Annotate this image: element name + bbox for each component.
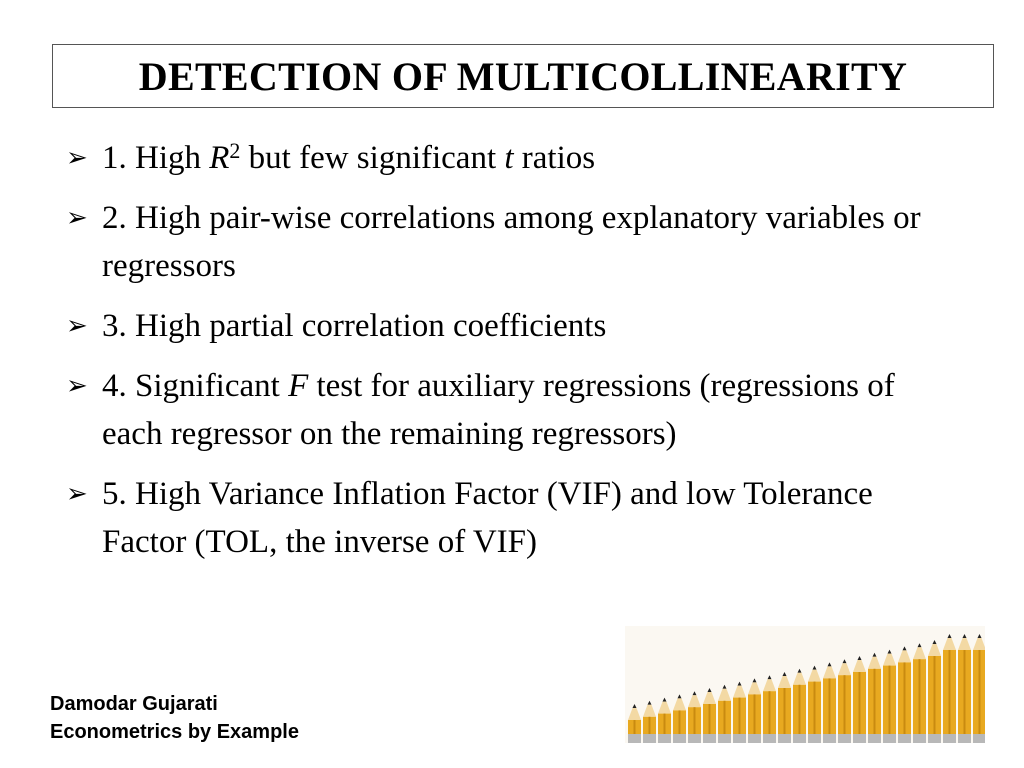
pencil <box>703 688 716 743</box>
bullet-text: ratios <box>513 140 596 176</box>
pencil <box>628 704 641 743</box>
author-credit: Damodar Gujarati Econometrics by Example <box>50 690 299 746</box>
pencil <box>643 700 656 743</box>
pencil <box>778 672 791 743</box>
bullet-text: t <box>504 140 514 176</box>
bullet-text: 4. Significant <box>102 368 289 404</box>
bullet-text: 5. High Variance Inflation Factor (VIF) … <box>102 476 873 560</box>
bullet-item: ➢ 5. High Variance Inflation Factor (VIF)… <box>62 470 962 566</box>
bullet-text: 2 <box>229 138 241 163</box>
pencil <box>913 643 926 743</box>
pencil <box>853 656 866 743</box>
pencil <box>763 675 776 743</box>
pencil <box>793 668 806 743</box>
slide-title-box: DETECTION OF MULTICOLLINEARITY <box>52 44 994 108</box>
bullet-text: 3. High partial correlation coefficients <box>102 308 607 344</box>
bullet-text: 1. High <box>102 140 210 176</box>
pencil-bar-chart-image <box>625 626 985 743</box>
bullet-item: ➢ 1. High R2 but few significant t ratios <box>62 134 962 182</box>
pencil <box>958 634 971 743</box>
pencil <box>898 646 911 743</box>
bullet-text: R <box>209 140 230 176</box>
bullet-list: ➢ 1. High R2 but few significant t ratios… <box>62 134 962 578</box>
arrow-bullet-icon: ➢ <box>66 479 88 509</box>
pencil <box>748 678 761 743</box>
bullet-item: ➢ 3. High partial correlation coefficient… <box>62 302 962 350</box>
book-title: Econometrics by Example <box>50 721 299 743</box>
author-name: Damodar Gujarati <box>50 693 218 715</box>
pencil <box>943 634 956 743</box>
pencil <box>733 681 746 743</box>
pencil <box>718 684 731 743</box>
arrow-bullet-icon: ➢ <box>66 311 88 341</box>
pencil <box>868 652 881 743</box>
bullet-text: 2. High pair-wise correlations among exp… <box>102 200 921 284</box>
bullet-item: ➢ 2. High pair-wise correlations among ex… <box>62 194 962 290</box>
pencil <box>823 662 836 743</box>
bullet-text: but few significant <box>240 140 505 176</box>
pencil <box>973 634 985 743</box>
pencil <box>883 649 896 743</box>
pencil <box>838 659 851 743</box>
arrow-bullet-icon: ➢ <box>66 371 88 401</box>
pencil <box>673 694 686 743</box>
slide-title: DETECTION OF MULTICOLLINEARITY <box>138 53 908 99</box>
arrow-bullet-icon: ➢ <box>66 143 88 173</box>
pencil <box>658 697 671 743</box>
bullet-text: test for auxiliary regressions (regressi… <box>102 368 895 452</box>
pencil <box>688 691 701 743</box>
pencil <box>928 640 941 743</box>
arrow-bullet-icon: ➢ <box>66 203 88 233</box>
bullet-text: F <box>288 368 309 404</box>
pencil <box>808 665 821 743</box>
bullet-item: ➢ 4. Significant F test for auxiliary reg… <box>62 362 962 458</box>
